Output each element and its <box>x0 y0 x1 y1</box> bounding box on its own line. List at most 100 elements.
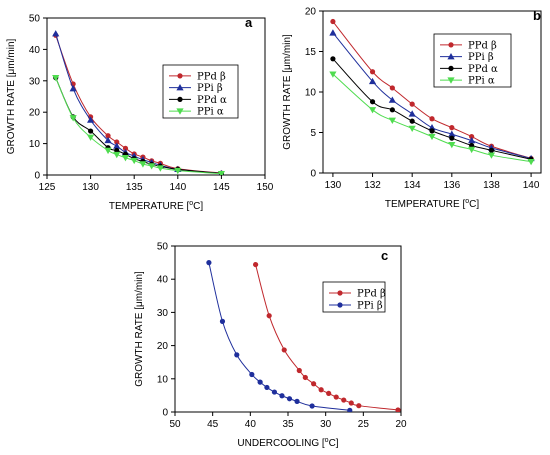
legend-box <box>433 33 512 88</box>
data-point <box>121 155 130 162</box>
data-point <box>330 18 336 25</box>
y-tick-label: 5 <box>310 128 316 139</box>
data-point <box>264 384 270 391</box>
x-tick-label: 30 <box>320 419 332 430</box>
legend-label: PPi α <box>197 107 224 118</box>
legend-label: PPd β <box>468 40 497 51</box>
x-tick-label: 130 <box>325 180 342 191</box>
x-tick-label: 140 <box>169 182 186 193</box>
y-tick-label: 15 <box>305 47 317 58</box>
data-point <box>318 387 324 393</box>
data-point <box>326 390 332 397</box>
x-tick-label: 134 <box>404 180 421 191</box>
y-tick-label: 20 <box>29 108 41 119</box>
data-point <box>139 161 147 168</box>
y-tick-label: 10 <box>29 139 41 150</box>
panel-label: a <box>245 15 253 30</box>
series-3 <box>329 71 535 166</box>
x-tick-label: 135 <box>126 182 143 193</box>
legend-label: PPd α <box>197 95 227 106</box>
data-point <box>52 30 60 37</box>
data-point <box>487 152 496 159</box>
data-point <box>206 260 212 266</box>
data-point <box>281 347 287 353</box>
legend-marker <box>176 108 184 115</box>
x-tick-label: 140 <box>523 180 540 191</box>
data-point <box>253 261 259 268</box>
data-point <box>130 157 138 165</box>
data-point <box>356 403 362 409</box>
data-point <box>148 163 156 170</box>
legend-label: PPi β <box>468 52 494 63</box>
data-point <box>388 117 396 124</box>
data-point <box>368 107 377 114</box>
y-tick-label: 0 <box>162 408 168 419</box>
x-tick-label: 50 <box>169 419 181 430</box>
data-point <box>428 124 436 131</box>
data-point <box>469 133 475 140</box>
legend-label: PPi α <box>468 76 495 87</box>
y-tick-label: 50 <box>29 14 41 25</box>
y-axis-label: GROWTH RATE [μm/min] <box>6 38 17 154</box>
data-point <box>302 374 308 381</box>
y-tick-label: 40 <box>157 275 169 286</box>
panel-label: c <box>381 248 388 263</box>
legend-marker <box>337 302 343 308</box>
data-point <box>329 71 337 78</box>
data-point <box>429 128 435 134</box>
y-tick-label: 0 <box>34 171 40 182</box>
data-point <box>409 101 415 107</box>
data-point <box>527 158 535 166</box>
legend-marker <box>448 42 454 48</box>
data-point <box>266 313 272 319</box>
legend-marker <box>447 53 455 60</box>
data-point <box>234 352 240 358</box>
data-point <box>468 137 476 144</box>
x-axis-label: TEMPERATURE [oC] <box>109 200 204 212</box>
x-axis-label: UNDERCOOLING [oC] <box>237 437 338 449</box>
data-point <box>329 29 337 36</box>
legend-marker <box>337 290 343 296</box>
data-point <box>369 69 376 75</box>
data-point <box>468 146 476 154</box>
data-point <box>389 107 395 113</box>
data-point <box>104 136 112 144</box>
x-tick-label: 20 <box>395 419 407 430</box>
data-point <box>369 99 376 105</box>
x-tick-label: 35 <box>282 419 294 430</box>
data-point <box>368 77 377 85</box>
data-point <box>429 116 435 122</box>
data-point <box>341 397 347 403</box>
data-point <box>122 145 129 151</box>
data-point <box>333 394 339 400</box>
data-point <box>69 115 77 122</box>
y-tick-label: 10 <box>157 374 169 385</box>
data-point <box>69 85 77 92</box>
data-point <box>488 147 495 153</box>
data-point <box>271 389 278 395</box>
data-point <box>114 147 120 154</box>
x-tick-label: 132 <box>364 180 381 191</box>
data-point <box>395 407 401 412</box>
data-point <box>348 400 354 406</box>
chart-panel-c: 50 45 40 35 30 25 20 0 10 20 30 40 50 UNDERCOOLING [o… <box>134 242 407 450</box>
y-tick-label: 20 <box>157 341 169 352</box>
data-point <box>311 381 317 387</box>
y-axis-label: GROWTH RATE [μm/min] <box>282 34 293 150</box>
data-point <box>279 393 285 399</box>
x-tick-label: 150 <box>257 182 274 193</box>
x-tick-label: 136 <box>443 180 460 191</box>
y-tick-label: 30 <box>157 308 169 319</box>
legend-box <box>162 64 239 119</box>
data-point <box>408 110 416 117</box>
data-point <box>388 96 396 103</box>
legend-marker <box>176 84 184 91</box>
series-2 <box>330 56 534 162</box>
legend-box <box>322 281 386 313</box>
x-tick-label: 138 <box>483 180 500 191</box>
legend-label: PPd α <box>468 64 498 75</box>
x-tick-label: 25 <box>358 419 370 430</box>
